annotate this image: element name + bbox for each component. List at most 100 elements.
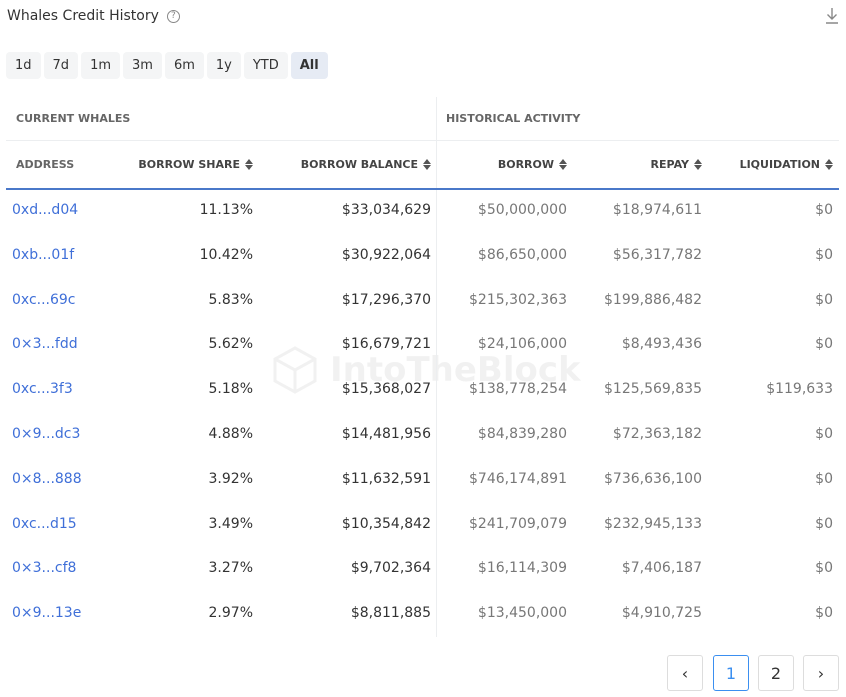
range-1d-button[interactable]: 1d bbox=[6, 52, 41, 79]
cell-borrow-balance: $17,296,370 bbox=[341, 291, 431, 308]
cell-liquidation: $0 bbox=[815, 336, 833, 353]
cell-borrow-share: 5.62% bbox=[208, 336, 253, 353]
cell-borrow-share: 3.92% bbox=[208, 470, 253, 487]
column-header-repay[interactable]: REPAY bbox=[651, 158, 702, 171]
sort-icon[interactable] bbox=[694, 159, 702, 170]
address-link[interactable]: 0xb...01f bbox=[12, 246, 75, 263]
cell-liquidation: $0 bbox=[815, 246, 833, 263]
group-historical-activity: HISTORICAL ACTIVITY bbox=[446, 112, 581, 125]
table-row: 0xc...69c 5.83% $17,296,370 $215,302,363 $19… bbox=[0, 292, 846, 312]
cell-borrow: $138,778,254 bbox=[469, 381, 567, 398]
range-1m-button[interactable]: 1m bbox=[81, 52, 120, 79]
range-all-button[interactable]: All bbox=[290, 52, 328, 79]
column-header-liquidation[interactable]: LIQUIDATION bbox=[740, 158, 833, 171]
cell-borrow-share: 4.88% bbox=[208, 426, 253, 442]
cell-borrow-balance: $16,679,721 bbox=[341, 336, 431, 353]
column-label: REPAY bbox=[650, 158, 689, 171]
sort-icon[interactable] bbox=[825, 159, 833, 170]
cell-repay: $4,910,725 bbox=[621, 605, 702, 622]
cell-repay: $7,406,187 bbox=[621, 560, 702, 577]
range-ytd-button[interactable]: YTD bbox=[243, 52, 288, 79]
cell-repay: $56,317,782 bbox=[612, 246, 702, 263]
cell-borrow: $16,114,309 bbox=[477, 560, 567, 577]
divider bbox=[6, 140, 839, 141]
column-header-borrow-share[interactable]: BORROW SHARE bbox=[138, 158, 253, 171]
cell-borrow: $50,000,000 bbox=[477, 202, 567, 218]
cell-borrow-share: 10.42% bbox=[199, 246, 253, 263]
cell-liquidation: $0 bbox=[815, 426, 833, 442]
cell-borrow-balance: $8,811,885 bbox=[350, 605, 431, 622]
sort-icon[interactable] bbox=[245, 159, 253, 170]
cell-borrow-balance: $14,481,956 bbox=[341, 426, 431, 442]
next-page-button[interactable]: › bbox=[803, 655, 839, 691]
cell-liquidation: $119,633 bbox=[766, 381, 833, 398]
table-row: 0×8...888 3.92% $11,632,591 $746,174,891 $73… bbox=[0, 471, 846, 491]
cell-borrow: $215,302,363 bbox=[469, 291, 567, 308]
address-link[interactable]: 0×9...dc3 bbox=[12, 426, 81, 442]
header-underline bbox=[6, 188, 839, 190]
cell-repay: $125,569,835 bbox=[604, 381, 702, 398]
range-6m-button[interactable]: 6m bbox=[164, 52, 204, 79]
page-2-button[interactable]: 2 bbox=[758, 655, 794, 691]
widget-header: Whales Credit History ? bbox=[7, 8, 180, 24]
page-1-button[interactable]: 1 bbox=[713, 655, 749, 691]
address-link[interactable]: 0×3...cf8 bbox=[12, 560, 77, 577]
cell-borrow-balance: $15,368,027 bbox=[341, 381, 431, 398]
cell-borrow-share: 11.13% bbox=[199, 202, 253, 218]
time-range-selector: 1d 7d 1m 3m 6m 1y YTD All bbox=[6, 52, 328, 79]
table-row: 0xd...d04 11.13% $33,034,629 $50,000,000 $18… bbox=[0, 202, 846, 222]
table-row: 0×3...cf8 3.27% $9,702,364 $16,114,309 $7,40… bbox=[0, 560, 846, 580]
cell-liquidation: $0 bbox=[815, 560, 833, 577]
cell-liquidation: $0 bbox=[815, 470, 833, 487]
table-row: 0×9...dc3 4.88% $14,481,956 $84,839,280 $72,… bbox=[0, 426, 846, 446]
table-row: 0×9...13e 2.97% $8,811,885 $13,450,000 $4,91… bbox=[0, 605, 846, 625]
table-row: 0xc...3f3 5.18% $15,368,027 $138,778,254 $12… bbox=[0, 381, 846, 401]
range-3m-button[interactable]: 3m bbox=[123, 52, 162, 79]
cell-borrow-balance: $11,632,591 bbox=[341, 470, 431, 487]
widget-title: Whales Credit History bbox=[7, 8, 159, 24]
cell-liquidation: $0 bbox=[815, 605, 833, 622]
cell-borrow-balance: $9,702,364 bbox=[350, 560, 431, 577]
cell-liquidation: $0 bbox=[815, 515, 833, 532]
table-row: 0xb...01f 10.42% $30,922,064 $86,650,000 $56… bbox=[0, 247, 846, 267]
cell-borrow-share: 2.97% bbox=[208, 605, 253, 622]
range-1y-button[interactable]: 1y bbox=[206, 52, 241, 79]
cell-borrow: $13,450,000 bbox=[477, 605, 567, 622]
cell-borrow: $84,839,280 bbox=[477, 426, 567, 442]
cell-borrow: $241,709,079 bbox=[469, 515, 567, 532]
column-label: ADDRESS bbox=[16, 158, 75, 171]
cell-borrow-balance: $33,034,629 bbox=[341, 202, 431, 218]
range-7d-button[interactable]: 7d bbox=[43, 52, 79, 79]
cell-repay: $8,493,436 bbox=[621, 336, 702, 353]
address-link[interactable]: 0xc...d15 bbox=[12, 515, 77, 532]
column-header-borrow-balance[interactable]: BORROW BALANCE bbox=[301, 158, 431, 171]
cell-repay: $18,974,611 bbox=[612, 202, 702, 218]
question-circle-icon[interactable]: ? bbox=[166, 9, 180, 23]
address-link[interactable]: 0xd...d04 bbox=[12, 202, 79, 218]
cell-liquidation: $0 bbox=[815, 291, 833, 308]
cell-borrow-share: 5.18% bbox=[208, 381, 253, 398]
cell-borrow: $24,106,000 bbox=[477, 336, 567, 353]
column-label: LIQUIDATION bbox=[739, 158, 820, 171]
sort-icon[interactable] bbox=[559, 159, 567, 170]
prev-page-button[interactable]: ‹ bbox=[667, 655, 703, 691]
address-link[interactable]: 0×8...888 bbox=[12, 470, 82, 487]
table-row: 0xc...d15 3.49% $10,354,842 $241,709,079 $23… bbox=[0, 516, 846, 536]
address-link[interactable]: 0×3...fdd bbox=[12, 336, 78, 353]
cell-borrow: $746,174,891 bbox=[469, 470, 567, 487]
address-link[interactable]: 0×9...13e bbox=[12, 605, 82, 622]
cell-liquidation: $0 bbox=[815, 202, 833, 218]
cell-borrow: $86,650,000 bbox=[477, 246, 567, 263]
column-label: BORROW SHARE bbox=[138, 158, 240, 171]
table-row: 0×3...fdd 5.62% $16,679,721 $24,106,000 $8,4… bbox=[0, 336, 846, 356]
cell-borrow-share: 3.27% bbox=[208, 560, 253, 577]
cell-repay: $199,886,482 bbox=[604, 291, 702, 308]
address-link[interactable]: 0xc...69c bbox=[12, 291, 76, 308]
column-header-borrow[interactable]: BORROW bbox=[498, 158, 567, 171]
sort-icon[interactable] bbox=[423, 159, 431, 170]
download-icon[interactable] bbox=[824, 7, 840, 25]
address-link[interactable]: 0xc...3f3 bbox=[12, 381, 73, 398]
column-label: BORROW bbox=[497, 158, 554, 171]
cell-borrow-share: 3.49% bbox=[208, 515, 253, 532]
cell-borrow-share: 5.83% bbox=[208, 291, 253, 308]
